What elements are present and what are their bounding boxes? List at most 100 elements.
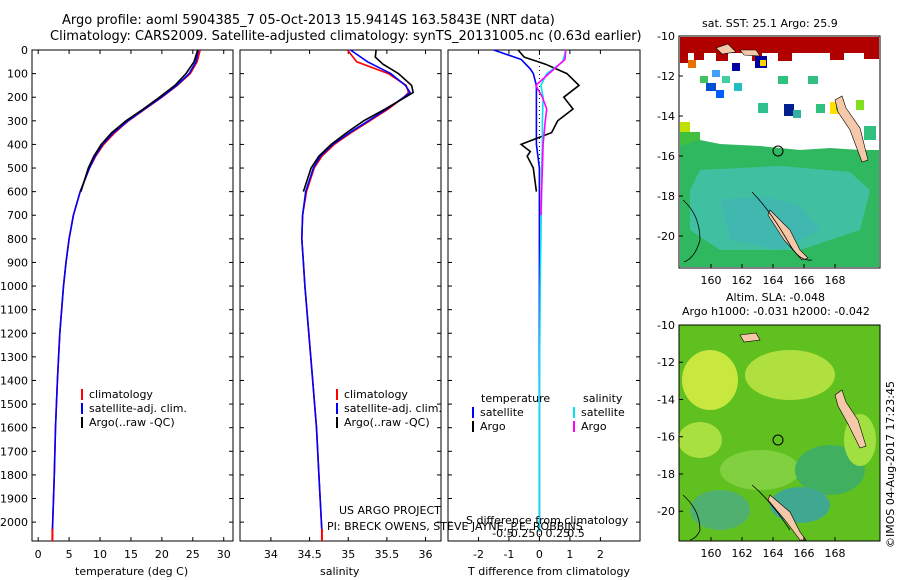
x-tick-label: 1 xyxy=(566,548,573,561)
legend-label: satellite-adj. clim. xyxy=(89,402,187,415)
sal-satellite-line xyxy=(300,49,412,532)
depth-tick-label: 700 xyxy=(7,209,28,222)
x-tick-label: 35.5 xyxy=(375,548,400,561)
depth-tick-label: 300 xyxy=(7,115,28,128)
sla-map-title2: Argo h1000: -0.031 h2000: -0.042 xyxy=(682,305,870,318)
legend-label: Argo xyxy=(480,420,506,433)
depth-tick-label: 600 xyxy=(7,186,28,199)
t-diff-satellite-line xyxy=(493,49,541,532)
depth-tick-label: 900 xyxy=(7,256,28,269)
credit-pi: PI: BRECK OWENS, STEVE JAYNE, P.E. ROBBI… xyxy=(327,520,583,533)
x-tick-label: 20 xyxy=(155,548,169,561)
depth-tick-label: 1900 xyxy=(0,493,28,506)
map-y-tick-label: -10 xyxy=(657,30,675,43)
map-y-tick-label: -12 xyxy=(657,356,675,369)
sst-map-title: sat. SST: 25.1 Argo: 25.9 xyxy=(702,17,838,30)
map-x-tick-label: 164 xyxy=(763,274,784,287)
title-line2: Climatology: CARS2009. Satellite-adjuste… xyxy=(50,29,642,44)
map-y-tick-label: -14 xyxy=(657,393,675,406)
depth-tick-label: 1400 xyxy=(0,374,28,387)
x2-tick-label: -0.25 xyxy=(507,527,535,540)
map-y-tick-label: -14 xyxy=(657,110,675,123)
map-x-tick-label: 168 xyxy=(825,274,846,287)
map-y-tick-label: -16 xyxy=(657,150,675,163)
map-x-tick-label: 166 xyxy=(794,274,815,287)
x-tick-label: 34 xyxy=(264,548,278,561)
map-y-tick-label: -20 xyxy=(657,505,675,518)
title-line1: Argo profile: aoml 5904385_7 05-Oct-2013… xyxy=(62,13,555,28)
depth-tick-label: 2000 xyxy=(0,516,28,529)
s-diff-argo-line xyxy=(534,49,567,216)
x2-tick-label: 0.5 xyxy=(567,527,585,540)
t-diff-argo-line xyxy=(517,49,581,192)
x-tick-label: 35 xyxy=(341,548,355,561)
s-diff-satellite-line xyxy=(538,49,567,532)
temp-satellite-line xyxy=(51,49,200,532)
legend-title: salinity xyxy=(583,392,623,405)
depth-tick-label: 1300 xyxy=(0,351,28,364)
temperature-panel-frame xyxy=(31,49,234,542)
sal-argo-line xyxy=(302,49,415,192)
legend-label: climatology xyxy=(344,388,408,401)
difference-panel-frame xyxy=(447,49,641,542)
depth-tick-label: 0 xyxy=(21,44,28,57)
depth-tick-label: 1800 xyxy=(0,469,28,482)
x-tick-label: 0 xyxy=(536,548,543,561)
depth-tick-label: 1600 xyxy=(0,422,28,435)
map-x-tick-label: 164 xyxy=(763,547,784,560)
difference-xlabel2: S difference from climatology xyxy=(466,514,629,527)
sla-map-title1: Altim. SLA: -0.048 xyxy=(726,291,826,304)
x-tick-label: 15 xyxy=(124,548,138,561)
legend-label: climatology xyxy=(89,388,153,401)
map-y-tick-label: -18 xyxy=(657,468,675,481)
map-x-tick-label: 162 xyxy=(732,274,753,287)
map-x-tick-label: 162 xyxy=(732,547,753,560)
map-y-tick-label: -18 xyxy=(657,190,675,203)
x2-tick-label: 0 xyxy=(536,527,543,540)
map-x-tick-label: 160 xyxy=(701,547,722,560)
x-tick-label: 30 xyxy=(217,548,231,561)
x-tick-label: 36 xyxy=(419,548,433,561)
legend-title: temperature xyxy=(481,392,550,405)
x-tick-label: 34.5 xyxy=(297,548,322,561)
legend-label: satellite-adj. clim. xyxy=(344,402,442,415)
difference-xlabel: T difference from climatology xyxy=(468,565,630,578)
temperature-xlabel: temperature (deg C) xyxy=(75,565,189,578)
depth-tick-label: 400 xyxy=(7,138,28,151)
depth-tick-label: 1100 xyxy=(0,304,28,317)
x-tick-label: 25 xyxy=(186,548,200,561)
depth-tick-label: 1700 xyxy=(0,445,28,458)
legend-label: Argo(..raw -QC) xyxy=(89,416,175,429)
imos-watermark: ©IMOS 04-Aug-2017 17:23:45 xyxy=(884,381,897,548)
legend-label: satellite xyxy=(581,406,625,419)
depth-tick-label: 800 xyxy=(7,233,28,246)
salinity-xlabel: salinity xyxy=(320,565,360,578)
depth-tick-label: 200 xyxy=(7,91,28,104)
credit-project: US ARGO PROJECT xyxy=(339,504,441,517)
map-y-tick-label: -12 xyxy=(657,70,675,83)
map-x-tick-label: 168 xyxy=(825,547,846,560)
legend-label: satellite xyxy=(480,406,524,419)
map-x-tick-label: 166 xyxy=(794,547,815,560)
x-tick-label: -1 xyxy=(503,548,514,561)
map-y-tick-label: -16 xyxy=(657,431,675,444)
x2-tick-label: 0.25 xyxy=(545,527,570,540)
x-tick-label: 5 xyxy=(66,548,73,561)
depth-tick-label: 1500 xyxy=(0,398,28,411)
x2-tick-label: -0.5 xyxy=(492,527,513,540)
map-x-tick-label: 160 xyxy=(701,274,722,287)
sst-map xyxy=(678,35,881,269)
depth-tick-label: 1200 xyxy=(0,327,28,340)
legend-label: Argo(..raw -QC) xyxy=(344,416,430,429)
x-tick-label: 10 xyxy=(93,548,107,561)
salinity-panel-frame xyxy=(239,49,442,542)
sla-map xyxy=(678,324,881,542)
depth-tick-label: 1000 xyxy=(0,280,28,293)
x-tick-label: 0 xyxy=(35,548,42,561)
temp-argo-line xyxy=(80,49,199,192)
x-tick-label: -2 xyxy=(473,548,484,561)
map-y-tick-label: -10 xyxy=(657,319,675,332)
map-y-tick-label: -20 xyxy=(657,230,675,243)
depth-tick-label: 500 xyxy=(7,162,28,175)
